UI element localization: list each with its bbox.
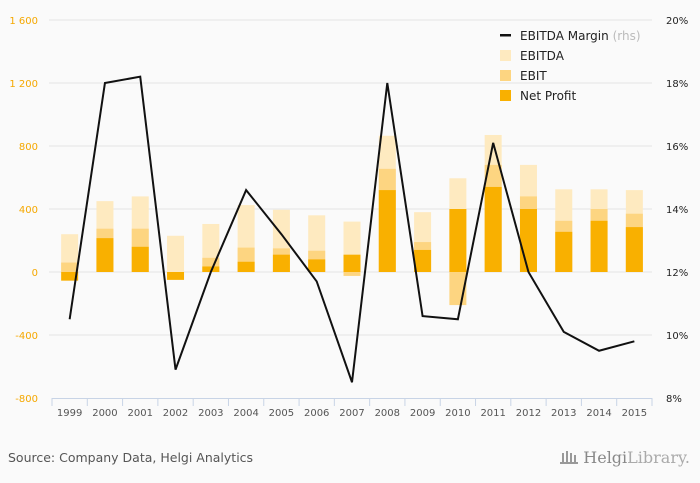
y-tick-label: 1 200 (9, 79, 38, 90)
bar-net-profit (343, 254, 361, 272)
legend-label: EBITDA Margin (rhs) (520, 29, 641, 43)
x-tick-label: 2013 (551, 408, 576, 419)
x-axis: 1999 2000 2001 2002 2003 2004 2005 2006 2007 2008… (51, 398, 653, 419)
x-tick-label: 2003 (198, 408, 223, 419)
y2-tick-label: 18% (666, 79, 688, 90)
legend-line-swatch (500, 34, 511, 37)
source-note: Source: Company Data, Helgi Analytics (8, 450, 254, 465)
y2-tick-label: 20% (666, 16, 688, 27)
x-tick-label: 1999 (57, 408, 82, 419)
x-tick-label: 2005 (269, 408, 294, 419)
bar-net-profit (484, 186, 502, 272)
y2-tick-label: 16% (666, 142, 688, 153)
bar-net-profit (414, 249, 432, 272)
y-tick-label: -400 (15, 331, 38, 342)
legend-swatch (500, 50, 511, 61)
bar-net-profit (272, 254, 290, 272)
bar-net-profit (237, 261, 255, 272)
x-tick-label: 2011 (480, 408, 505, 419)
brand-suffix: Library. (627, 448, 690, 467)
bar-ebitda (167, 235, 185, 272)
x-tick-label: 2010 (445, 408, 470, 419)
bar-net-profit (625, 227, 643, 272)
bar-net-profit (519, 209, 537, 272)
x-tick-label: 2000 (92, 408, 117, 419)
x-tick-label: 2014 (586, 408, 611, 419)
bar-net-profit (131, 246, 149, 272)
legend-swatch (500, 90, 511, 101)
x-tick-label: 2007 (339, 408, 364, 419)
bar-net-profit (555, 231, 573, 272)
bar-net-profit (61, 272, 79, 281)
y2-tick-label: 12% (666, 268, 688, 279)
bar-net-profit (202, 266, 220, 272)
bar-net-profit (449, 209, 467, 272)
brand-name: Helgi (583, 448, 628, 467)
legend: EBITDA Margin (rhs) EBITDA EBIT Net Prof… (500, 29, 641, 103)
legend-label: Net Profit (520, 89, 576, 103)
legend-item-ebit[interactable]: EBIT (500, 69, 547, 83)
y-tick-label: 1 600 (9, 16, 38, 27)
x-tick-label: 2012 (516, 408, 541, 419)
brand-logo[interactable]: HelgiLibrary. (559, 448, 690, 467)
legend-item-net-profit[interactable]: Net Profit (500, 89, 576, 103)
x-tick-label: 2006 (304, 408, 329, 419)
x-tick-label: 2002 (163, 408, 188, 419)
library-icon (560, 450, 579, 464)
legend-item-ebitda-margin[interactable]: EBITDA Margin (rhs) (500, 29, 641, 43)
chart: -800 -400 0 400 800 1 200 1 600 8% 10% 12% 14% 16%… (9, 16, 688, 419)
line-ebitda-margin (68, 75, 635, 383)
y2-tick-label: 10% (666, 331, 688, 342)
legend-item-ebitda[interactable]: EBITDA (500, 49, 565, 63)
y-tick-label: 400 (19, 205, 38, 216)
bar-net-profit (96, 238, 114, 272)
x-tick-label: 2001 (128, 408, 153, 419)
y-tick-label: -800 (15, 394, 38, 405)
bar-net-profit (167, 272, 185, 280)
margin-line (68, 75, 635, 383)
y-tick-label: 800 (19, 142, 38, 153)
bar-ebit (61, 262, 79, 272)
x-tick-label: 2009 (410, 408, 435, 419)
bar-net-profit (378, 190, 396, 272)
y-axis-left: -800 -400 0 400 800 1 200 1 600 (9, 16, 38, 405)
x-tick-label: 2008 (375, 408, 400, 419)
y-axis-right: 8% 10% 12% 14% 16% 18% 20% (666, 16, 688, 405)
bar-net-profit (590, 220, 608, 272)
bars (61, 134, 643, 306)
y2-tick-label: 14% (666, 205, 688, 216)
legend-label: EBITDA (520, 49, 565, 63)
legend-swatch (500, 70, 511, 81)
legend-label: EBIT (520, 69, 547, 83)
x-tick-label: 2015 (622, 408, 647, 419)
y2-tick-label: 8% (666, 394, 682, 405)
bar-ebit (343, 272, 361, 276)
grid-lines (49, 19, 652, 336)
x-tick-label: 2004 (233, 408, 258, 419)
bar-net-profit (308, 259, 326, 272)
y-tick-label: 0 (32, 268, 38, 279)
